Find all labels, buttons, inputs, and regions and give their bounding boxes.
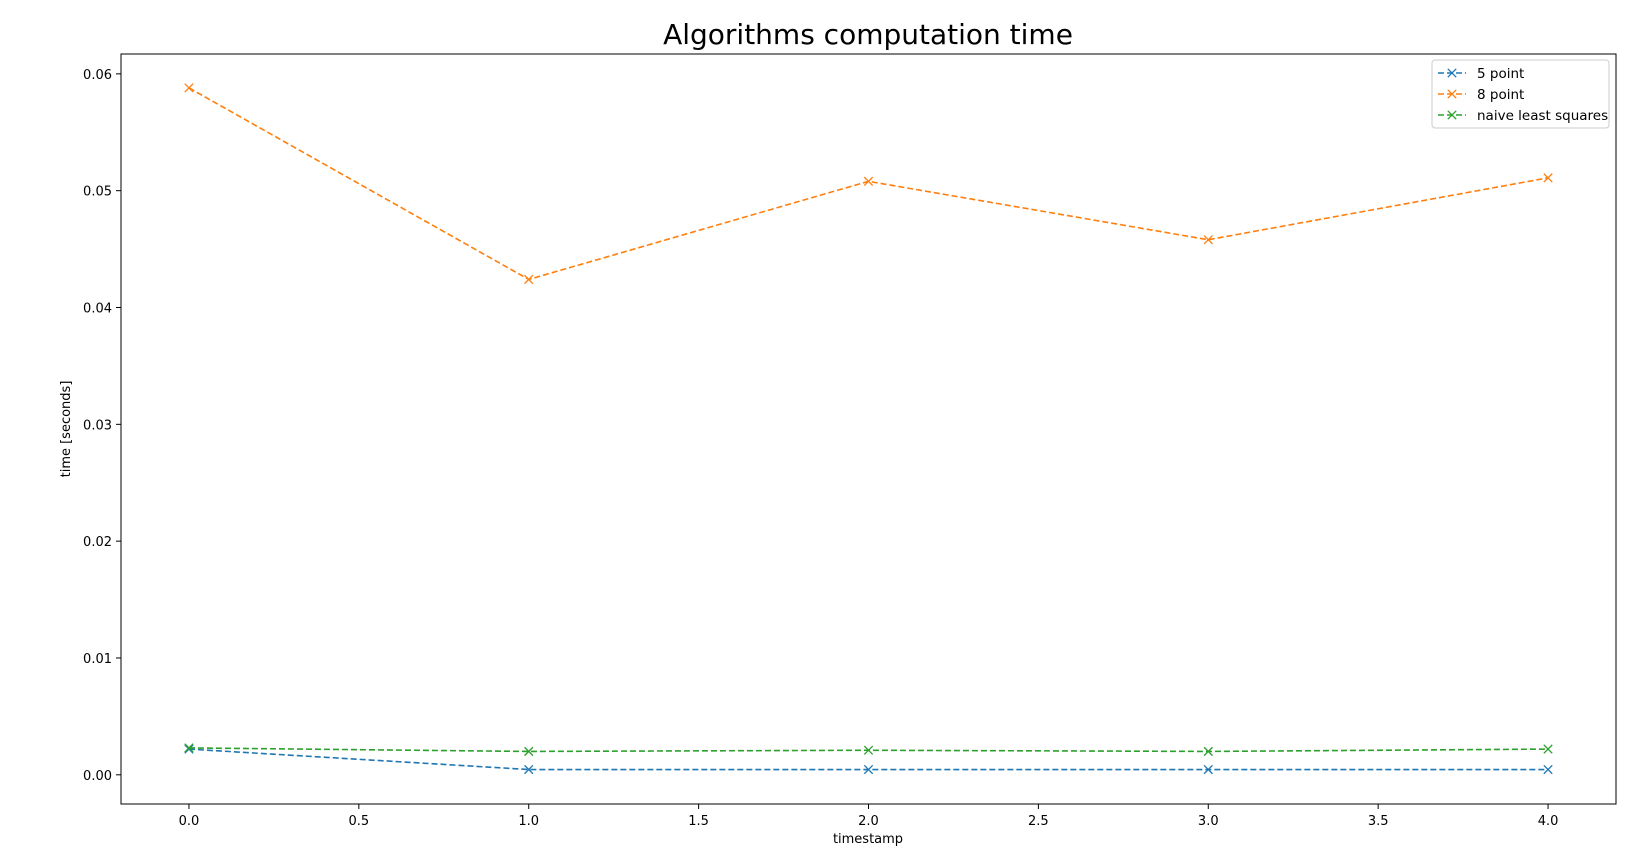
marker-stroke [184,83,194,93]
legend-marker [1447,89,1457,99]
x-axis-label: timestamp [833,832,903,847]
x-tick-label: 1.0 [518,814,539,829]
legend-box [1431,59,1610,129]
data-point-5-point [184,744,194,754]
data-point-8-point [1543,173,1553,183]
data-point-8-point [1203,235,1213,245]
legend-label: 8 point [1477,87,1524,103]
chart-title: Algorithms computation time [663,18,1073,51]
plot-frame [120,53,1617,805]
x-tick-label: 3.0 [1198,814,1219,829]
y-tick-label: 0.05 [83,185,112,200]
legend: 5 point 8 point naive least squares [1431,59,1610,129]
plot-area: 0.0 0.5 1.0 1.5 2.0 2.5 3.0 3.5 4.0 0.00 0.01 0.02 0… [83,53,1617,829]
x-tick-label: 2.0 [858,814,879,829]
data-point-naive-least-squares [1203,746,1213,757]
legend-item-5-point: 5 point [1438,66,1524,82]
y-tick-label: 0.03 [83,418,112,433]
marker-stroke [1543,173,1553,183]
legend-item-naive-least-squares: naive least squares [1438,108,1608,124]
legend-label: naive least squares [1477,108,1608,124]
x-tick-label: 0.5 [348,814,369,829]
marker-stroke [1543,744,1553,754]
marker-stroke [1203,746,1213,757]
data-point-5-point [1543,764,1553,775]
data-point-8-point [184,83,194,93]
marker-stroke [184,744,194,754]
data-point-naive-least-squares [184,743,194,753]
marker-stroke [863,745,874,755]
legend-marker [1447,110,1457,120]
marker-stroke [184,743,194,753]
marker-stroke [524,764,534,775]
y-tick-label: 0.01 [83,652,112,667]
data-point-naive-least-squares [1543,744,1553,754]
legend-label: 5 point [1477,66,1524,82]
data-point-naive-least-squares [524,746,534,757]
data-point-naive-least-squares [863,745,874,755]
x-tick-label: 2.5 [1028,814,1049,829]
x-tick-label: 4.0 [1538,814,1559,829]
data-point-8-point [524,274,534,285]
marker-stroke [1203,235,1213,245]
marker-stroke [524,274,534,285]
x-tick-label: 1.5 [688,814,709,829]
y-axis-label: time [seconds] [59,381,74,478]
x-tick-label: 3.5 [1368,814,1389,829]
marker-stroke [863,764,874,775]
legend-item-8-point: 8 point [1438,87,1524,103]
y-tick-label: 0.02 [83,535,112,550]
x-tick-label: 0.0 [179,814,200,829]
y-tick-label: 0.04 [83,302,112,317]
marker-stroke [1203,764,1213,775]
series-line-8-point [188,87,1549,281]
series-line-5-point [188,748,1549,771]
data-point-5-point [863,764,874,775]
y-tick-label: 0.06 [83,68,112,83]
data-point-5-point [1203,764,1213,775]
marker-stroke [1543,764,1553,775]
legend-marker [1447,68,1457,78]
data-point-5-point [524,764,534,775]
marker-stroke [863,176,874,186]
y-tick-label: 0.00 [83,769,112,784]
marker-stroke [524,746,534,757]
data-point-8-point [863,176,874,186]
